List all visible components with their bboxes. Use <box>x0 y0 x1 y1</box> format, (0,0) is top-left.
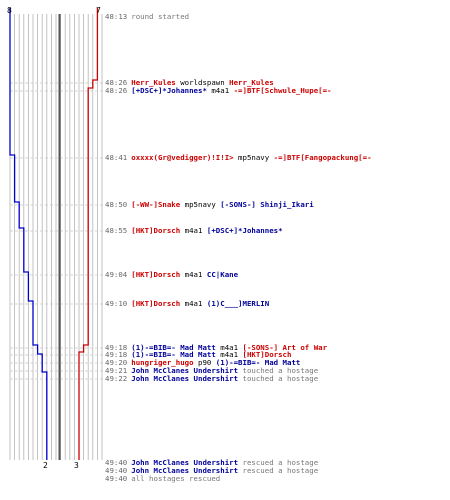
current-time-marker <box>58 14 61 460</box>
event-message: rescued a hostage <box>238 458 319 467</box>
event-row: 48:55 [HKT]Dorsch m4a1 [+DSC+]*Johannes* <box>105 226 447 236</box>
event-guide-lines <box>10 82 104 380</box>
event-message: round started <box>131 12 190 21</box>
event-time: 49:22 <box>105 374 128 383</box>
blue-player-name: (1)-=BIB=- Mad Matt <box>131 343 216 352</box>
red-end-count-label: 3 <box>74 461 79 470</box>
event-time: 48:26 <box>105 86 128 95</box>
red-player-name: -=]BTF[Schwule_Hupe[=- <box>233 86 332 95</box>
event-row: 48:13 round started <box>105 12 447 22</box>
blue-player-name: John McClanes Undershirt <box>131 458 239 467</box>
blue-player-name: John McClanes Undershirt <box>131 374 239 383</box>
blue-player-name: (1)C___]MERLIN <box>206 299 270 308</box>
weapon-text: m4a1 <box>206 86 234 95</box>
event-row: 48:26 [+DSC+]*Johannes* m4a1 -=]BTF[Schwu… <box>105 86 447 96</box>
event-time: 48:13 <box>105 12 128 21</box>
event-time: 48:50 <box>105 200 128 209</box>
event-row: 49:18 (1)-=BIB=- Mad Matt m4a1 [HKT]Dorsc… <box>105 350 447 360</box>
blue-player-name: John McClanes Undershirt <box>131 466 239 475</box>
weapon-text: worldspawn <box>175 78 230 87</box>
event-time: 49:18 <box>105 350 128 359</box>
event-time: 49:20 <box>105 358 128 367</box>
event-row: 49:40 all hostages rescued <box>105 474 447 484</box>
event-row: 49:18 (1)-=BIB=- Mad Matt m4a1 [-SONS-] A… <box>105 343 447 353</box>
red-player-name: [HKT]Dorsch <box>242 350 292 359</box>
weapon-text: mp5navy <box>233 153 274 162</box>
red-start-count-label: 7 <box>96 6 101 15</box>
event-message: rescued a hostage <box>238 466 319 475</box>
blue-player-name: (1)-=BIB=- Mad Matt <box>131 350 216 359</box>
blue-team-count-line <box>9 8 48 460</box>
red-team-count-line <box>78 8 99 460</box>
blue-start-count-label: 8 <box>7 6 12 15</box>
red-player-name: Herr_Kules <box>131 78 176 87</box>
blue-player-name: [-SONS-] Shinji_Ikari <box>220 200 314 209</box>
weapon-text: m4a1 <box>180 299 207 308</box>
red-player-name: [HKT]Dorsch <box>131 299 181 308</box>
event-row: 48:26 Herr_Kules worldspawn Herr_Kules <box>105 78 447 88</box>
event-time: 49:40 <box>105 474 128 483</box>
red-player-name: Herr_Kules <box>229 78 274 87</box>
red-player-name: [-WW-]Snake <box>131 200 181 209</box>
weapon-text: m4a1 <box>215 343 243 352</box>
event-row: 49:04 [HKT]Dorsch m4a1 CC|Kane <box>105 270 447 280</box>
red-player-name: [HKT]Dorsch <box>131 226 181 235</box>
event-time: 49:04 <box>105 270 128 279</box>
blue-player-name: [+DSC+]*Johannes* <box>206 226 283 235</box>
red-player-name: [HKT]Dorsch <box>131 270 181 279</box>
team-player-timeline-chart: 8 7 2 3 <box>7 6 104 470</box>
event-time: 49:40 <box>105 458 128 467</box>
event-row: 49:10 [HKT]Dorsch m4a1 (1)C___]MERLIN <box>105 299 447 309</box>
weapon-text: m4a1 <box>180 270 207 279</box>
event-time: 48:41 <box>105 153 128 162</box>
blue-player-name: (1)-=BIB=- Mad Matt <box>215 358 301 367</box>
blue-player-name: John McClanes Undershirt <box>131 366 239 375</box>
event-row: 48:50 [-WW-]Snake mp5navy [-SONS-] Shinji… <box>105 200 447 210</box>
blue-end-count-label: 2 <box>43 461 48 470</box>
event-time: 48:55 <box>105 226 128 235</box>
blue-player-name: CC|Kane <box>206 270 239 279</box>
event-row: 49:20 hungriger_hugo p90 (1)-=BIB=- Mad M… <box>105 358 447 368</box>
weapon-text: m4a1 <box>215 350 243 359</box>
weapon-text: m4a1 <box>180 226 207 235</box>
red-player-name: -=]BTF[Fangopackung[=- <box>273 153 372 162</box>
weapon-text: p90 <box>193 358 216 367</box>
event-time: 48:26 <box>105 78 128 87</box>
event-message: touched a hostage <box>238 374 319 383</box>
event-row: 49:21 John McClanes Undershirt touched a … <box>105 366 447 376</box>
event-row: 49:40 John McClanes Undershirt rescued a … <box>105 466 447 476</box>
red-player-name: hungriger_hugo <box>131 358 194 367</box>
event-time: 49:40 <box>105 466 128 475</box>
red-player-name: oxxxx(Gr@vedigger)!I!I> <box>131 153 234 162</box>
blue-player-name: [+DSC+]*Johannes* <box>131 86 207 95</box>
event-time: 49:10 <box>105 299 128 308</box>
event-message: all hostages rescued <box>131 474 221 483</box>
event-row: 48:41 oxxxx(Gr@vedigger)!I!I> mp5navy -=]… <box>105 153 447 163</box>
red-player-name: [-SONS-] Art of War <box>242 343 328 352</box>
event-time: 49:21 <box>105 366 128 375</box>
weapon-text: mp5navy <box>180 200 221 209</box>
event-message: touched a hostage <box>238 366 319 375</box>
event-row: 49:40 John McClanes Undershirt rescued a … <box>105 458 447 468</box>
event-row: 49:22 John McClanes Undershirt touched a … <box>105 374 447 384</box>
event-time: 49:18 <box>105 343 128 352</box>
